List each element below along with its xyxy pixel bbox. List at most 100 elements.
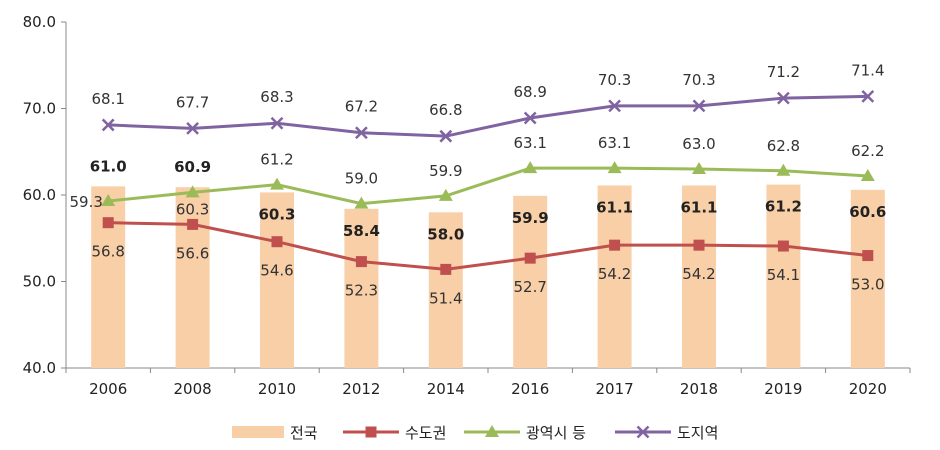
data-point (607, 161, 622, 174)
data-point (692, 162, 706, 175)
x-tick-label: 2008 (174, 380, 212, 398)
bar (428, 212, 463, 368)
x-tick-label: 2010 (258, 380, 296, 398)
series-data-label: 54.6 (260, 262, 293, 280)
data-point (693, 239, 705, 251)
y-tick-label: 80.0 (23, 13, 56, 31)
series-data-label: 68.9 (513, 83, 546, 101)
bar-data-label: 60.6 (849, 203, 886, 221)
series-data-label: 66.8 (429, 101, 462, 119)
series-data-label: 68.1 (91, 90, 124, 108)
data-point (101, 194, 116, 207)
series-data-label: 61.2 (260, 151, 293, 169)
x-tick-label: 2017 (596, 380, 634, 398)
series-data-label: 63.0 (682, 135, 715, 153)
legend-marker (636, 425, 650, 439)
bar-data-label: 61.1 (680, 198, 717, 216)
series-line (108, 221, 868, 271)
bar-series (91, 184, 885, 368)
series-x (101, 90, 875, 143)
series-data-label: 70.3 (598, 71, 631, 89)
series-data-label: 54.1 (767, 266, 800, 284)
legend-marker (485, 425, 499, 437)
data-point (438, 188, 453, 201)
bar (344, 208, 379, 368)
data-point (185, 185, 200, 198)
series-data-label: 70.3 (682, 71, 715, 89)
data-point (355, 126, 368, 140)
legend: 전국 수도권 광역시 등 도지역 (232, 424, 718, 442)
bar (682, 185, 716, 368)
data-point (102, 217, 114, 229)
series-line (108, 94, 868, 138)
data-point (271, 236, 283, 248)
line-series (101, 90, 875, 275)
bar-data-label: 61.2 (765, 198, 802, 216)
x-tick-label: 2020 (849, 380, 887, 398)
data-point (186, 122, 199, 135)
x-tick-label: 2012 (342, 380, 380, 398)
x-tick-label: 2018 (680, 380, 718, 398)
data-point (523, 161, 538, 174)
data-point (101, 118, 115, 132)
legend-label: 도지역 (677, 424, 718, 442)
data-point (439, 129, 453, 143)
x-tick-label: 2016 (511, 380, 549, 398)
legend-label: 수도권 (405, 424, 446, 442)
x-tick-label: 2019 (764, 380, 802, 398)
bar (850, 189, 885, 368)
series-triangle (101, 161, 875, 209)
series-data-label: 67.7 (176, 93, 209, 111)
bar (766, 184, 801, 368)
y-tick-label: 50.0 (23, 273, 56, 291)
bar-data-label: 58.4 (343, 222, 380, 240)
legend-item: 전국 (232, 424, 318, 442)
legend-marker (365, 426, 377, 438)
y-tick-label: 60.0 (23, 186, 56, 204)
data-point (608, 99, 621, 113)
series-data-label: 71.2 (767, 63, 800, 81)
bar (91, 186, 126, 368)
data-point (270, 116, 284, 130)
axes: 40.0 50.0 60.0 70.0 80.0 2006 2008 2010 2012 2014… (23, 13, 911, 398)
data-point (862, 250, 874, 262)
data-point (776, 163, 791, 176)
series-data-label: 62.8 (767, 137, 800, 155)
legend-label: 전국 (290, 424, 318, 442)
data-point (609, 239, 621, 251)
data-point (777, 91, 790, 105)
series-data-label: 68.3 (260, 88, 293, 106)
series-data-label: 54.2 (598, 265, 631, 283)
bar-data-label: 60.3 (258, 205, 295, 223)
data-point (523, 111, 537, 125)
bar-data-label: 60.9 (174, 158, 211, 176)
series-data-label: 67.2 (345, 98, 378, 116)
data-point (524, 252, 536, 264)
bar (175, 187, 210, 368)
series-data-label: 63.1 (598, 134, 631, 152)
bar-data-label: 61.1 (596, 198, 633, 216)
bar (260, 192, 294, 368)
x-tick-label: 2014 (427, 380, 465, 398)
bar (597, 185, 632, 368)
series-data-label: 52.7 (513, 278, 546, 296)
data-point (355, 256, 367, 268)
bar-data-label: 61.0 (90, 157, 127, 175)
series-square (102, 217, 874, 275)
data-point (354, 196, 369, 209)
series-data-label: 60.3 (176, 200, 209, 218)
series-data-label: 59.0 (345, 170, 378, 188)
series-data-label: 52.3 (345, 282, 378, 300)
series-data-label: 56.6 (176, 244, 209, 262)
series-data-label: 59.9 (429, 162, 462, 180)
series-data-label: 71.4 (851, 61, 884, 79)
bar (513, 195, 548, 368)
x-tick-label: 2006 (89, 380, 127, 398)
series-data-label: 62.2 (851, 142, 884, 160)
legend-swatch (232, 426, 284, 438)
data-point (860, 168, 875, 181)
legend-item: 광역시 등 (464, 424, 586, 442)
data-point (777, 240, 789, 252)
bar-data-label: 58.0 (427, 225, 464, 243)
